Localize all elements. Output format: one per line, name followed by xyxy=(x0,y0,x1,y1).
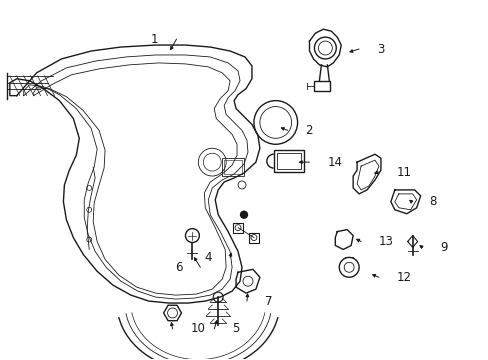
Text: 8: 8 xyxy=(428,195,436,208)
Text: 10: 10 xyxy=(190,322,205,336)
Text: 11: 11 xyxy=(396,166,411,179)
Text: 4: 4 xyxy=(204,251,212,264)
Text: 14: 14 xyxy=(326,156,342,168)
Text: 7: 7 xyxy=(264,294,272,307)
Text: 12: 12 xyxy=(396,271,411,284)
Text: 1: 1 xyxy=(151,33,158,46)
Bar xyxy=(248,233,258,243)
Text: 13: 13 xyxy=(378,235,393,248)
Text: 9: 9 xyxy=(440,241,447,254)
Circle shape xyxy=(240,211,247,218)
Text: 3: 3 xyxy=(376,42,384,55)
Bar xyxy=(224,160,242,174)
Bar xyxy=(233,223,243,233)
Bar xyxy=(222,158,244,176)
Text: 2: 2 xyxy=(305,124,312,137)
Text: 6: 6 xyxy=(175,261,182,274)
Bar xyxy=(314,81,330,91)
Text: 5: 5 xyxy=(232,322,239,336)
